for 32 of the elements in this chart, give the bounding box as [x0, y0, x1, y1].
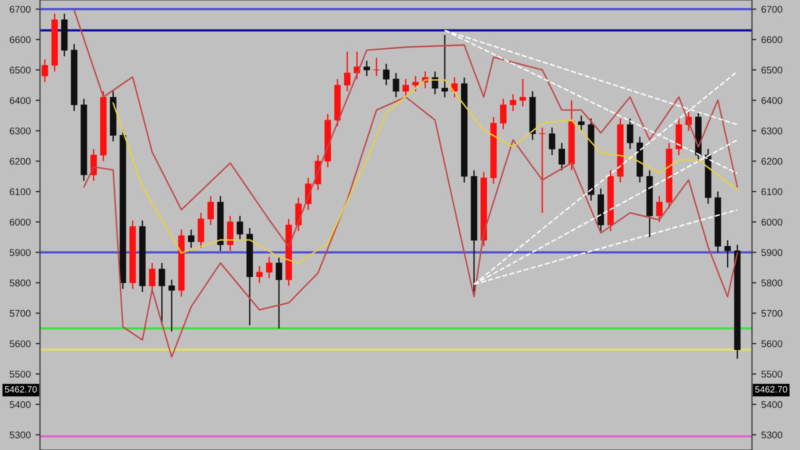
y2-tick-label: 5300: [761, 432, 782, 438]
y2-tick-label: 5500: [761, 370, 782, 378]
y-tick-label: 5900: [10, 249, 31, 256]
y-tick-label: 5400: [10, 401, 31, 408]
y2-tick-label: 6500: [762, 66, 782, 74]
y-tick-label: 6500: [10, 66, 31, 74]
y-tick-label: 6100: [10, 188, 31, 196]
y-tick-label: 6300: [10, 127, 31, 134]
y2-tick-label: 6300: [762, 127, 782, 134]
y-tick-label: 6700: [10, 6, 31, 13]
y2-tick-label: 5900: [761, 249, 782, 256]
text: 5462.70: [4, 386, 37, 393]
y2-tick-label: 6400: [762, 97, 782, 104]
y2-tick-label: 5600: [761, 340, 782, 348]
y2-tick-label: 6700: [762, 6, 782, 13]
y-tick-label: 5800: [10, 280, 31, 286]
y-tick-label: 6600: [10, 36, 31, 44]
y-tick-label: 6000: [10, 218, 31, 226]
y2-tick-label: 6200: [762, 158, 782, 165]
y2-tick-label: 6100: [762, 188, 782, 196]
y-tick-label: 6200: [10, 158, 31, 165]
y2-tick-label: 5700: [761, 310, 782, 317]
y-tick-label: 5300: [10, 432, 31, 438]
y2-tick-label: 6600: [762, 36, 782, 44]
y2-tick-label: 5800: [761, 280, 782, 286]
y-tick-label: 6400: [10, 97, 31, 104]
y-tick-label: 5600: [10, 340, 31, 348]
y-tick-label: 5500: [10, 370, 31, 378]
text: 5462.70: [755, 386, 788, 393]
y2-tick-label: 5400: [761, 401, 782, 408]
y-tick-label: 5700: [10, 310, 31, 317]
y2-tick-label: 6000: [762, 218, 782, 226]
